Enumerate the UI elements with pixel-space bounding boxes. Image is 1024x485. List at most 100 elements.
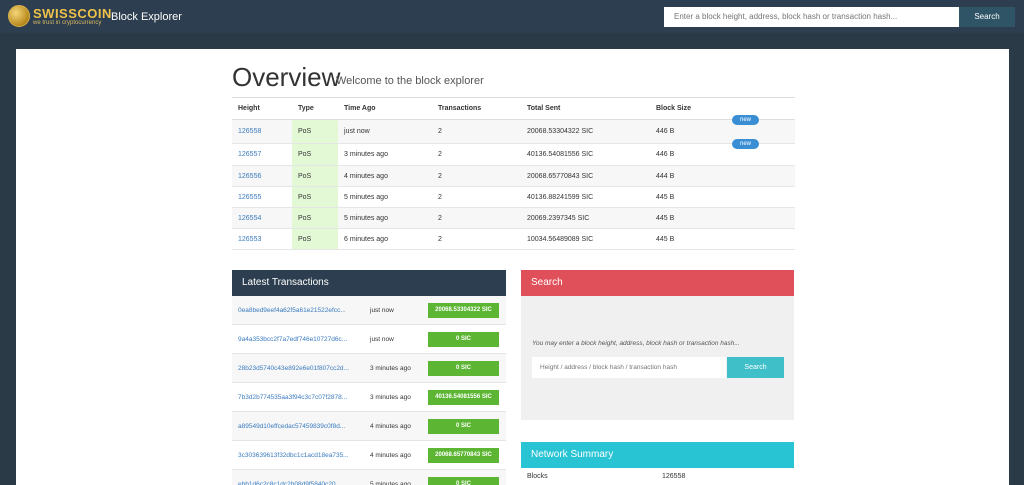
table-row: 126554 PoS 5 minutes ago 2 20069.2397345…: [232, 208, 795, 229]
column-header: Total Sent: [527, 105, 561, 112]
block-time: 6 minutes ago: [344, 236, 388, 243]
tx-amount-badge: 20068.65770843 SIC: [428, 448, 499, 463]
block-tx-count: 2: [438, 194, 442, 201]
block-type: PoS: [298, 151, 312, 158]
block-size: 445 B: [656, 194, 675, 201]
tx-hash-link[interactable]: 28b23d5740c43e892e6e01f807cc2d...: [238, 365, 349, 372]
tx-time: 3 minutes ago: [370, 394, 411, 401]
column-header: Height: [238, 105, 260, 112]
tx-time: 3 minutes ago: [370, 365, 411, 372]
tx-amount-badge: 40136.54081556 SIC: [428, 390, 499, 405]
block-height-link[interactable]: 126556: [238, 173, 262, 180]
block-height-link[interactable]: 126554: [238, 215, 262, 222]
column-header: Transactions: [438, 105, 482, 112]
block-time: 5 minutes ago: [344, 194, 388, 201]
block-height-link[interactable]: 126555: [238, 194, 262, 201]
block-size: 446 B: [656, 128, 675, 135]
list-item: ebb1d6c2c8c1dc2b08d9f5840c20... 5 minute…: [232, 470, 506, 485]
block-height-link[interactable]: 126557: [238, 151, 262, 158]
tx-amount-badge: 20068.53304322 SIC: [428, 303, 499, 318]
column-header: Block Size: [656, 105, 692, 112]
table-row: 126557 PoS 3 minutes ago 2 40136.5408155…: [232, 139, 795, 166]
search-panel-header: Search: [521, 270, 794, 296]
block-time: 5 minutes ago: [344, 215, 388, 222]
tx-time: 4 minutes ago: [370, 452, 411, 459]
block-tx-count: 2: [438, 236, 442, 243]
latest-transactions-header: Latest Transactions: [232, 270, 506, 296]
tx-hash-link[interactable]: 7b3d2b774535aa3f94c3c7c07f2878...: [238, 394, 348, 401]
logo-tagline: we trust in cryptocurrency: [33, 19, 102, 26]
block-total-sent: 20069.2397345 SIC: [527, 215, 590, 222]
type-cell: [292, 229, 338, 249]
block-tx-count: 2: [438, 173, 442, 180]
tx-hash-link[interactable]: 3c303639613f32dbc1c1acd18ea735...: [238, 452, 349, 459]
list-item: 28b23d5740c43e892e6e01f807cc2d... 3 minu…: [232, 354, 506, 383]
type-cell: [292, 120, 338, 143]
header-search-input[interactable]: [664, 7, 959, 27]
table-row: 126558 PoS just now 2 20068.53304322 SIC…: [232, 115, 795, 144]
list-item: 3c303639613f32dbc1c1acd18ea735... 4 minu…: [232, 441, 506, 470]
block-total-sent: 20068.65770843 SIC: [527, 173, 594, 180]
table-row: 126556 PoS 4 minutes ago 2 20068.6577084…: [232, 166, 795, 187]
tx-time: 4 minutes ago: [370, 423, 411, 430]
coin-icon: [8, 5, 30, 27]
tx-time: 5 minutes ago: [370, 481, 411, 485]
table-row: 126553 PoS 6 minutes ago 2 10034.5648908…: [232, 229, 795, 250]
header-search-button[interactable]: Search: [959, 7, 1015, 27]
new-badge: new: [732, 115, 759, 125]
network-summary-row: Blocks 126558: [521, 470, 794, 485]
block-type: PoS: [298, 194, 312, 201]
type-cell: [292, 144, 338, 165]
block-height-link[interactable]: 126553: [238, 236, 262, 243]
logo-name: SWISSCOIN: [33, 5, 112, 21]
summary-value: 126558: [662, 473, 686, 480]
tx-time: just now: [370, 336, 394, 343]
tx-amount-badge: 0 SIC: [428, 332, 499, 347]
list-item: 7b3d2b774535aa3f94c3c7c07f2878... 3 minu…: [232, 383, 506, 412]
tx-amount-badge: 0 SIC: [428, 361, 499, 376]
block-size: 445 B: [656, 215, 675, 222]
network-summary-header: Network Summary: [521, 442, 794, 468]
type-cell: [292, 208, 338, 228]
tx-time: just now: [370, 307, 394, 314]
brand-title[interactable]: Block Explorer: [111, 11, 182, 23]
type-cell: [292, 166, 338, 186]
block-type: PoS: [298, 128, 312, 135]
block-type: PoS: [298, 173, 312, 180]
blocks-table: Height Type Time Ago Transactions Total …: [232, 97, 795, 250]
block-height-link[interactable]: 126558: [238, 128, 262, 135]
blocks-table-body: 126558 PoS just now 2 20068.53304322 SIC…: [232, 115, 795, 250]
search-hint: You may enter a block height, address, b…: [532, 340, 740, 347]
table-row: 126555 PoS 5 minutes ago 2 40136.8824159…: [232, 187, 795, 208]
summary-label: Blocks: [527, 473, 548, 480]
block-tx-count: 2: [438, 151, 442, 158]
search-input[interactable]: [532, 357, 726, 378]
top-navbar: SWISSCOIN we trust in cryptocurrency Blo…: [0, 0, 1024, 33]
block-size: 446 B: [656, 151, 675, 158]
list-item: a89549d10effcedac57459839c0f8d... 4 minu…: [232, 412, 506, 441]
column-header: Time Ago: [344, 105, 376, 112]
block-total-sent: 40136.88241599 SIC: [527, 194, 594, 201]
block-time: 3 minutes ago: [344, 151, 388, 158]
new-badge: new: [732, 139, 759, 149]
search-button[interactable]: Search: [727, 357, 784, 378]
block-type: PoS: [298, 215, 312, 222]
tx-hash-link[interactable]: a89549d10effcedac57459839c0f8d...: [238, 423, 346, 430]
block-total-sent: 40136.54081556 SIC: [527, 151, 594, 158]
list-item: 0ea8bed9eef4a62f5a61e21522efcc... just n…: [232, 296, 506, 325]
tx-amount-badge: 0 SIC: [428, 419, 499, 434]
search-panel: You may enter a block height, address, b…: [521, 296, 794, 420]
tx-hash-link[interactable]: 9a4a353bcc2f7a7edf746e10727d6c...: [238, 336, 348, 343]
swisscoin-logo[interactable]: SWISSCOIN we trust in cryptocurrency: [8, 5, 112, 27]
block-type: PoS: [298, 236, 312, 243]
tx-hash-link[interactable]: 0ea8bed9eef4a62f5a61e21522efcc...: [238, 307, 346, 314]
latest-transactions-list: 0ea8bed9eef4a62f5a61e21522efcc... just n…: [232, 296, 506, 485]
block-total-sent: 20068.53304322 SIC: [527, 128, 594, 135]
tx-hash-link[interactable]: ebb1d6c2c8c1dc2b08d9f5840c20...: [238, 481, 342, 485]
list-item: 9a4a353bcc2f7a7edf746e10727d6c... just n…: [232, 325, 506, 354]
blocks-table-header: Height Type Time Ago Transactions Total …: [232, 98, 795, 120]
block-size: 445 B: [656, 236, 675, 243]
block-tx-count: 2: [438, 215, 442, 222]
block-size: 444 B: [656, 173, 675, 180]
type-cell: [292, 187, 338, 207]
